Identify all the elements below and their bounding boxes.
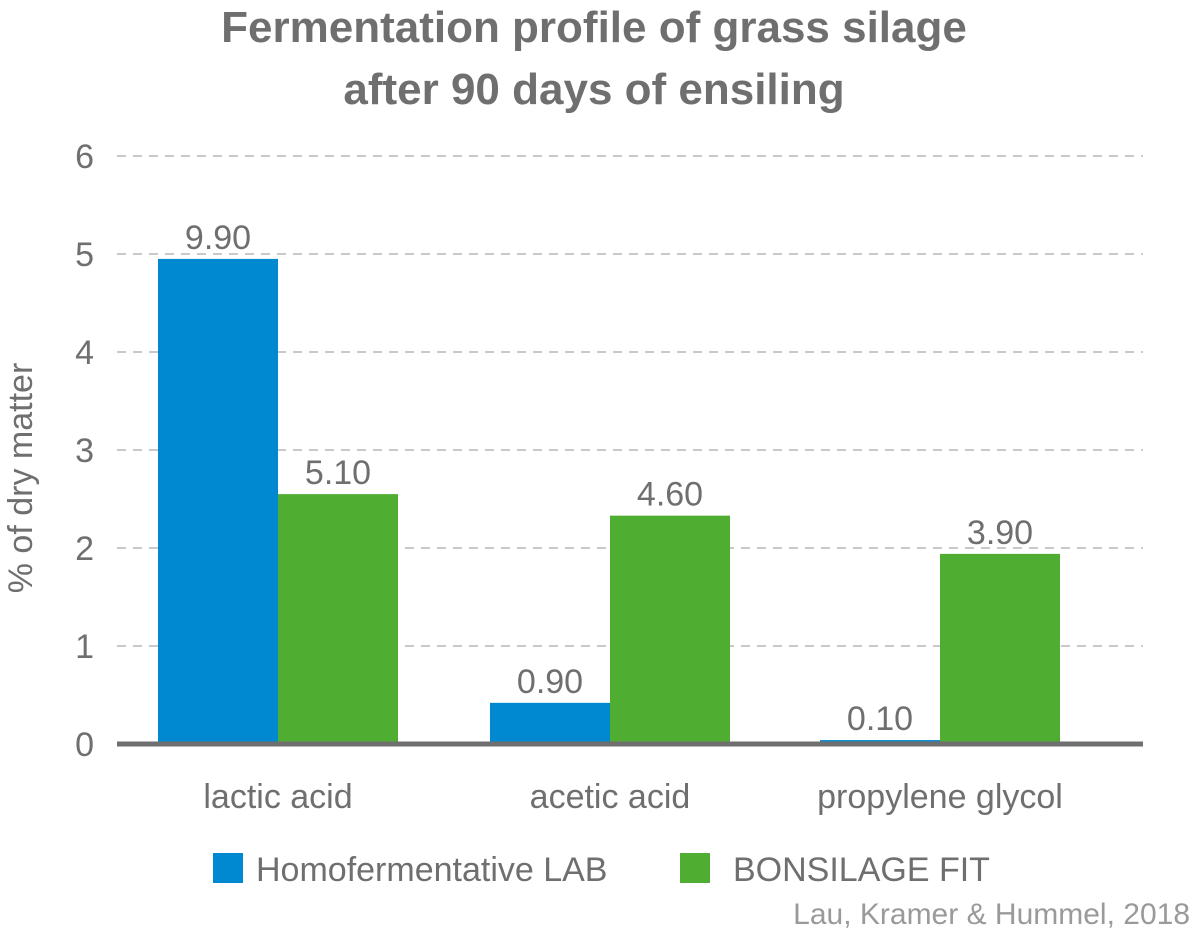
data-label: 4.60	[637, 476, 703, 514]
legend-label: BONSILAGE FIT	[733, 851, 990, 889]
data-label: 5.10	[305, 454, 371, 492]
x-axis-categories: lactic acid acetic acid propylene glycol	[203, 778, 1062, 816]
data-label: 0.10	[847, 700, 913, 738]
chart-title-line-1: Fermentation profile of grass silage	[221, 3, 967, 52]
y-axis-ticks: 0 1 2 3 4 5 6	[75, 138, 94, 764]
y-tick-label: 3	[75, 432, 94, 470]
bar-lactic-acid-series-1	[158, 258, 278, 744]
legend-swatch	[680, 853, 710, 883]
y-tick-label: 5	[75, 236, 94, 274]
bar-acetic-acid-series-2	[610, 515, 730, 744]
chart-title: Fermentation profile of grass silage afte…	[221, 3, 967, 114]
data-label: 3.90	[967, 514, 1033, 552]
data-label: 9.90	[185, 219, 251, 257]
bar-acetic-acid-series-1	[490, 702, 610, 744]
chart-title-line-2: after 90 days of ensiling	[343, 65, 844, 114]
source-note: Lau, Kramer & Hummel, 2018	[793, 898, 1190, 931]
data-label: 0.90	[517, 663, 583, 701]
x-tick-label: acetic acid	[530, 778, 691, 816]
x-tick-label: propylene glycol	[817, 778, 1063, 816]
y-tick-label: 6	[75, 138, 94, 176]
legend: Homofermentative LAB BONSILAGE FIT	[213, 851, 990, 889]
legend-swatch	[213, 853, 243, 883]
y-tick-label: 1	[75, 628, 94, 666]
y-tick-label: 2	[75, 530, 94, 568]
x-tick-label: lactic acid	[203, 778, 352, 816]
y-tick-label: 0	[75, 726, 94, 764]
y-tick-label: 4	[75, 334, 94, 372]
bars: 9.90 5.10 0.90 4.60 0.10 3.90	[158, 219, 1060, 744]
bar-lactic-acid-series-2	[278, 494, 398, 744]
y-axis-label: % of dry matter	[2, 363, 40, 594]
legend-label: Homofermentative LAB	[256, 851, 608, 889]
bar-propylene-glycol-series-2	[940, 553, 1060, 744]
